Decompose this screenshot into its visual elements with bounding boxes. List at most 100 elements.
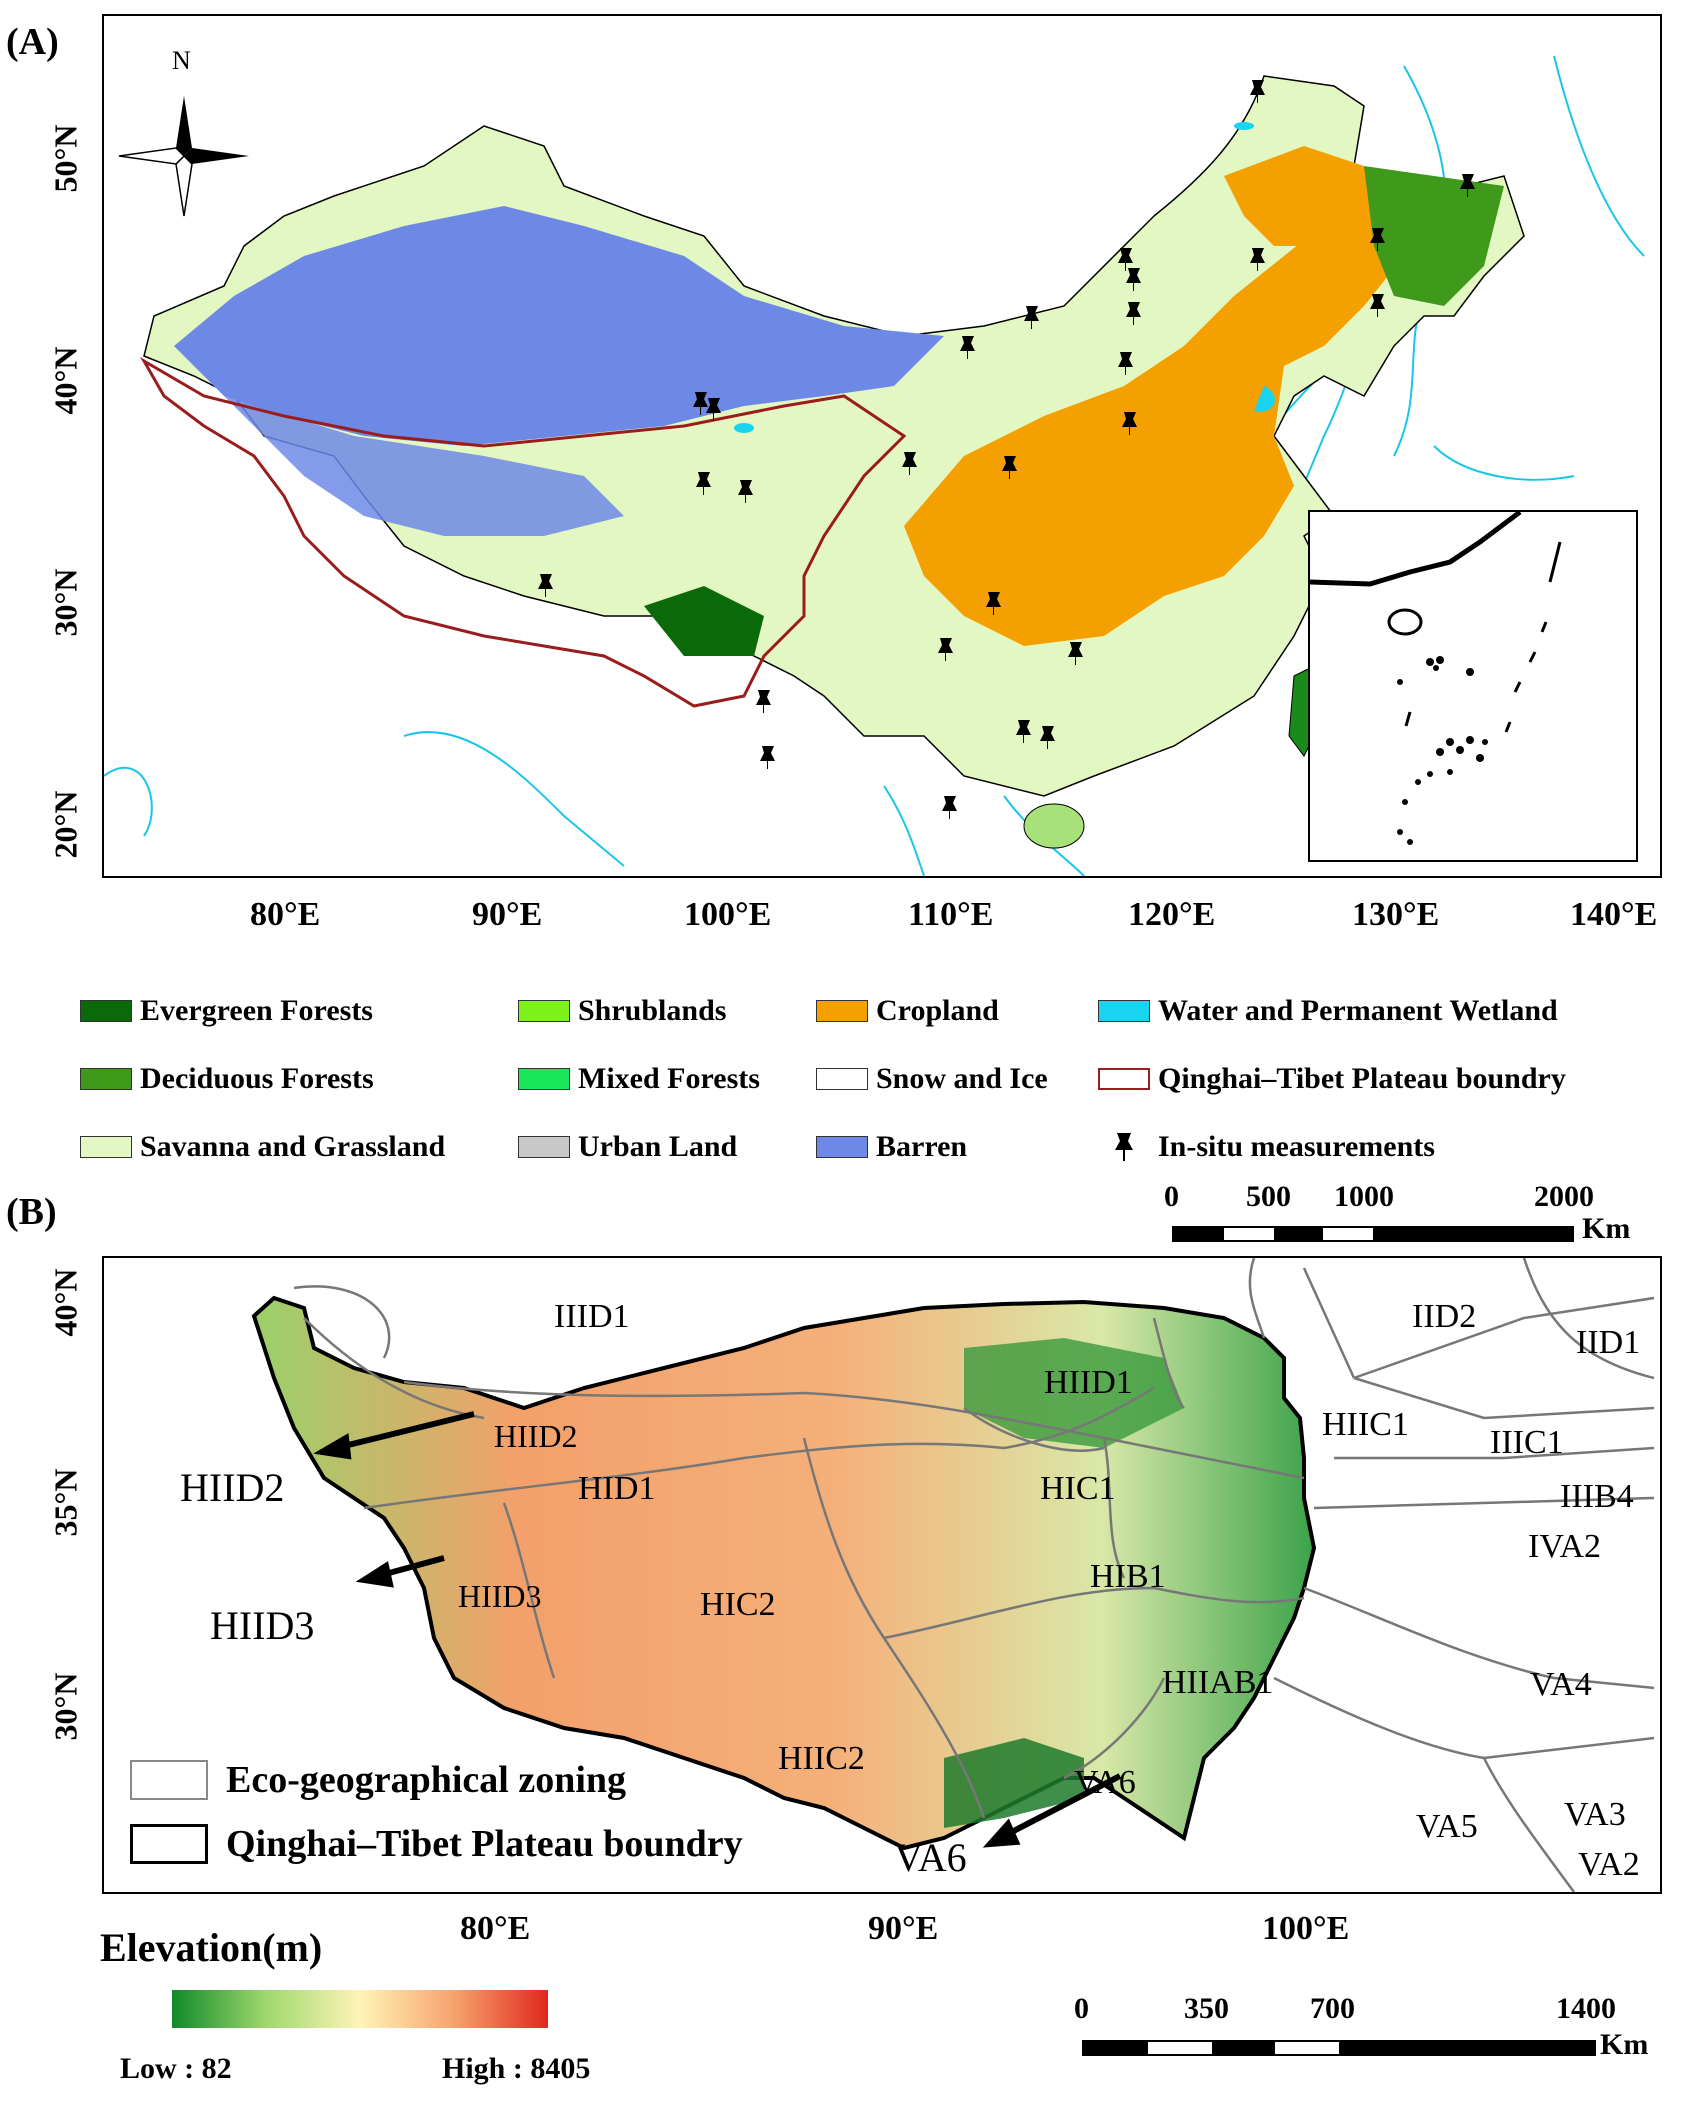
zone-label-hiid3-outer: HIID3 bbox=[210, 1603, 315, 1648]
legend-shrublands: Shrublands bbox=[518, 994, 726, 1028]
zone-label-hiiab1: HIIAB1 bbox=[1162, 1664, 1274, 1701]
legend-water-wetland: Water and Permanent Wetland bbox=[1098, 994, 1558, 1028]
panel-a-lon-130: 130°E bbox=[1352, 896, 1440, 933]
panel-b-lon-80: 80°E bbox=[460, 1910, 531, 1947]
legend-label: Eco-geographical zoning bbox=[226, 1759, 627, 1801]
scale-b-0: 0 bbox=[1074, 1992, 1089, 2025]
scale-a-2000: 2000 bbox=[1534, 1180, 1594, 1213]
legend-barren: Barren bbox=[816, 1130, 967, 1164]
legend-label: In-situ measurements bbox=[1158, 1130, 1435, 1163]
panel-a-lat-40: 40°N bbox=[47, 346, 84, 415]
scale-b-unit: Km bbox=[1600, 2028, 1649, 2061]
panel-b-lon-90: 90°E bbox=[868, 1910, 939, 1947]
legend-label: Water and Permanent Wetland bbox=[1158, 994, 1558, 1027]
barren-region bbox=[174, 206, 944, 446]
legend-label: Evergreen Forests bbox=[140, 994, 373, 1027]
zone-label-hib1: HIB1 bbox=[1090, 1558, 1166, 1595]
panel-a-lat-20: 20°N bbox=[47, 790, 84, 859]
panel-b-lat-35: 35°N bbox=[47, 1468, 84, 1537]
zone-label-hiid1: HIID1 bbox=[1044, 1364, 1133, 1401]
scale-a-500: 500 bbox=[1246, 1180, 1291, 1213]
legend-swatch bbox=[80, 1136, 132, 1158]
legend-eco-zoning-swatch bbox=[130, 1760, 208, 1800]
zone-label-hiid2-inner: HIID2 bbox=[494, 1418, 578, 1454]
pin-icon bbox=[1098, 1133, 1150, 1161]
legend-swatch bbox=[518, 1136, 570, 1158]
legend-mixed-forests: Mixed Forests bbox=[518, 1062, 760, 1096]
legend-swatch bbox=[80, 1068, 132, 1090]
panel-a-lon-120: 120°E bbox=[1128, 896, 1216, 933]
zone-label-va4: VA4 bbox=[1530, 1666, 1592, 1703]
panel-a-map-frame: N bbox=[102, 14, 1662, 878]
cropland-east bbox=[904, 196, 1404, 646]
hainan-island bbox=[1023, 803, 1085, 849]
scale-b-1400: 1400 bbox=[1556, 1992, 1616, 2025]
panel-b-map bbox=[251, 1258, 1655, 1892]
legend-cropland: Cropland bbox=[816, 994, 999, 1028]
legend-eco-zoning: Eco-geographical zoning bbox=[130, 1758, 626, 1802]
panel-a-label: (A) bbox=[6, 21, 59, 63]
panel-a-lat-30: 30°N bbox=[47, 568, 84, 637]
zone-label-hiid3-inner: HIID3 bbox=[458, 1578, 542, 1614]
elevation-title: Elevation(m) bbox=[100, 1925, 323, 1970]
legend-label: Cropland bbox=[876, 994, 999, 1027]
legend-label: Mixed Forests bbox=[578, 1062, 760, 1095]
zone-label-iiic1: IIIC1 bbox=[1490, 1424, 1564, 1461]
panel-a-lon-100: 100°E bbox=[684, 896, 772, 933]
legend-label: Savanna and Grassland bbox=[140, 1130, 446, 1163]
legend-swatch bbox=[518, 1000, 570, 1022]
panel-a-lon-80: 80°E bbox=[250, 896, 321, 933]
zone-label-hic2: HIC2 bbox=[700, 1586, 776, 1623]
legend-in-situ: In-situ measurements bbox=[1098, 1130, 1435, 1164]
legend-swatch bbox=[816, 1068, 868, 1090]
legend-evergreen-forests: Evergreen Forests bbox=[80, 994, 373, 1028]
legend-swatch bbox=[816, 1000, 868, 1022]
scale-b-700: 700 bbox=[1310, 1992, 1355, 2025]
legend-label: Qinghai–Tibet Plateau boundry bbox=[226, 1823, 743, 1865]
legend-plateau-boundary-b: Qinghai–Tibet Plateau boundry bbox=[130, 1822, 743, 1866]
scale-a-1000: 1000 bbox=[1334, 1180, 1394, 1213]
barren-tibet bbox=[224, 396, 624, 536]
zone-label-hid1: HID1 bbox=[578, 1470, 656, 1507]
legend-plateau-boundary-swatch bbox=[130, 1824, 208, 1864]
legend-label: Snow and Ice bbox=[876, 1062, 1048, 1095]
panel-a-lat-50: 50°N bbox=[47, 124, 84, 193]
panel-b-lon-100: 100°E bbox=[1262, 1910, 1350, 1947]
legend-swatch bbox=[1098, 1000, 1150, 1022]
zone-label-iva2: IVA2 bbox=[1528, 1528, 1602, 1565]
panel-a-lon-110: 110°E bbox=[908, 896, 994, 933]
legend-swatch bbox=[80, 1000, 132, 1022]
elevation-high-label: High : 8405 bbox=[442, 2052, 591, 2085]
zone-label-va6-outer: VA6 bbox=[894, 1835, 967, 1880]
legend-swatch bbox=[518, 1068, 570, 1090]
scale-b-350: 350 bbox=[1184, 1992, 1229, 2025]
deciduous-northeast bbox=[1364, 166, 1504, 306]
scale-a-0: 0 bbox=[1164, 1180, 1179, 1213]
scale-b-bar bbox=[1082, 2040, 1596, 2056]
zone-label-iid2: IID2 bbox=[1412, 1298, 1477, 1335]
panel-a-lon-90: 90°E bbox=[472, 896, 543, 933]
zone-label-va5: VA5 bbox=[1416, 1808, 1478, 1845]
cropland-northeast bbox=[1224, 146, 1384, 246]
zone-label-va2: VA2 bbox=[1578, 1846, 1640, 1883]
south-china-sea-inset bbox=[1308, 510, 1638, 862]
panel-b-map-frame: IIID1 IID2 IID1 HIID1 HIIC1 IIIC1 HIID2 … bbox=[102, 1256, 1662, 1894]
evergreen-south bbox=[644, 586, 764, 656]
zone-label-va3: VA3 bbox=[1564, 1796, 1626, 1833]
zone-label-va6-inner: VA6 bbox=[1074, 1764, 1136, 1801]
zone-label-hiic1: HIIC1 bbox=[1322, 1406, 1409, 1443]
zone-label-iiid1: IIID1 bbox=[554, 1298, 630, 1335]
elevation-color-ramp bbox=[172, 1990, 548, 2028]
panel-b-label: (B) bbox=[6, 1191, 57, 1233]
legend-label: Deciduous Forests bbox=[140, 1062, 374, 1095]
panel-a-map bbox=[104, 55, 1645, 876]
scale-a-bar bbox=[1172, 1226, 1574, 1242]
legend-deciduous-forests: Deciduous Forests bbox=[80, 1062, 374, 1096]
north-arrow-icon bbox=[118, 96, 249, 217]
zone-label-iid1: IID1 bbox=[1576, 1324, 1641, 1361]
panel-a-lon-140: 140°E bbox=[1570, 896, 1658, 933]
legend-savanna-grassland: Savanna and Grassland bbox=[80, 1130, 445, 1164]
legend-label: Shrublands bbox=[578, 994, 727, 1027]
legend-label: Urban Land bbox=[578, 1130, 738, 1163]
zone-label-hic1: HIC1 bbox=[1040, 1470, 1116, 1507]
